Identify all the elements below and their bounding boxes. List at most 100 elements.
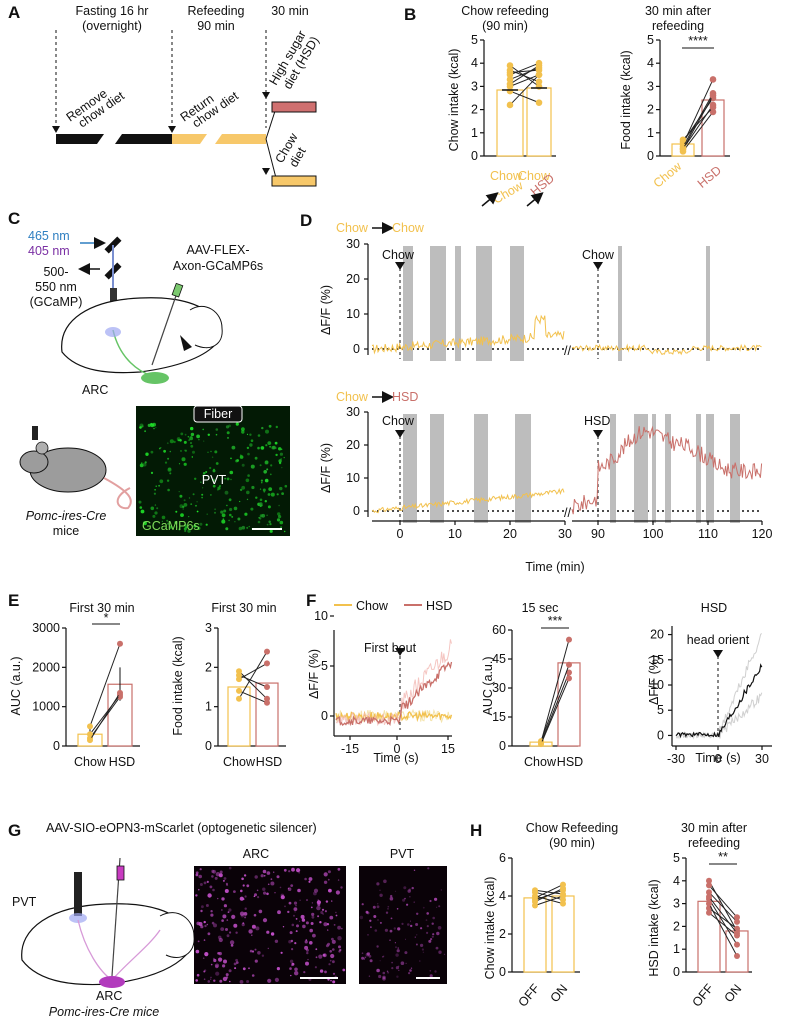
gcamp-speck xyxy=(158,484,161,487)
h-x-off: OFF xyxy=(516,981,543,1009)
micrograph-pvt xyxy=(359,866,447,984)
mscarlet-speck xyxy=(329,950,333,953)
phase-fasting-sub: (overnight) xyxy=(82,19,142,33)
pair-line xyxy=(509,74,540,87)
mscarlet-speck xyxy=(225,882,228,886)
mscarlet-speck xyxy=(266,871,271,875)
mscarlet-speck xyxy=(404,897,406,900)
b-chart1-paired-lines xyxy=(502,59,547,109)
f-title2: 15 sec xyxy=(522,601,559,615)
b-ylabel1: Chow intake (kcal) xyxy=(447,49,461,152)
gcamp-speck xyxy=(196,510,199,513)
mscarlet-speck xyxy=(341,927,343,930)
mscarlet-speck xyxy=(220,927,225,931)
gcamp-speck xyxy=(184,449,187,452)
mscarlet-speck xyxy=(311,912,315,917)
mscarlet-speck xyxy=(434,897,438,901)
axis-break: // xyxy=(564,506,571,520)
pair-line xyxy=(708,880,738,932)
mscarlet-speck xyxy=(313,888,319,893)
mscarlet-speck xyxy=(329,959,332,962)
gcamp-speck xyxy=(184,524,187,527)
mscarlet-speck xyxy=(204,924,207,928)
gcamp-speck xyxy=(269,473,272,476)
arrowhead-icon xyxy=(395,430,405,438)
c-mice: Pomc-ires-Cre xyxy=(26,509,107,523)
fiber-tip xyxy=(193,405,243,423)
mscarlet-speck xyxy=(415,923,419,926)
d-event-chow: Chow xyxy=(582,248,615,262)
e2-y-tick-label: 3 xyxy=(205,621,212,635)
mscarlet-speck xyxy=(370,926,372,928)
mscarlet-speck xyxy=(342,968,346,972)
mscarlet-speck xyxy=(324,970,327,974)
gcamp-speck xyxy=(154,489,156,491)
gcamp-speck xyxy=(250,439,254,443)
arrowhead-icon xyxy=(395,648,405,656)
syringe-icon xyxy=(116,865,125,881)
mscarlet-speck xyxy=(289,967,292,970)
mscarlet-speck xyxy=(390,917,393,920)
gcamp-speck xyxy=(210,494,212,496)
data-point xyxy=(506,69,514,76)
pair-line xyxy=(238,674,268,688)
h-title2: 30 min after xyxy=(681,821,747,835)
panel-label-a: A xyxy=(8,3,20,22)
mscarlet-speck xyxy=(318,954,323,959)
mscarlet-speck xyxy=(310,906,313,909)
b1-y-tick-label: 3 xyxy=(471,79,478,93)
gcamp-speck xyxy=(178,528,181,531)
gcamp-speck xyxy=(200,481,202,483)
gcamp-speck xyxy=(278,459,282,463)
b1-y-tick-label: 5 xyxy=(471,33,478,47)
gcamp-speck xyxy=(224,477,227,480)
gcamp-speck xyxy=(249,443,253,447)
gcamp-speck xyxy=(264,500,267,503)
mscarlet-speck xyxy=(409,969,412,972)
gcamp-speck xyxy=(239,500,241,503)
mscarlet-speck xyxy=(195,871,199,875)
mscarlet-speck xyxy=(430,938,433,941)
gcamp-speck xyxy=(174,521,178,525)
feeding-bout xyxy=(403,246,413,361)
mscarlet-speck xyxy=(256,889,259,892)
feeding-bout xyxy=(730,414,740,523)
mscarlet-speck xyxy=(374,929,378,932)
data-point xyxy=(706,900,712,907)
gcamp-speck xyxy=(152,514,156,518)
gcamp-speck xyxy=(215,428,219,431)
bar-chow-chow xyxy=(496,89,524,157)
mscarlet-speck xyxy=(385,911,389,914)
panel-f: F Chow HSD ΔF/F (%) 0 5 10 -15 0 15 First bou… xyxy=(306,591,772,769)
gcamp-speck xyxy=(245,478,250,483)
d-event-chow: Chow xyxy=(382,248,415,262)
gcamp-speck xyxy=(250,507,254,511)
mscarlet-speck xyxy=(211,875,214,878)
mscarlet-speck xyxy=(261,954,265,957)
mscarlet-speck xyxy=(365,952,370,957)
data-point xyxy=(566,675,572,682)
gcamp-speck xyxy=(189,441,193,445)
data-point xyxy=(535,99,543,106)
gcamp-speck xyxy=(202,428,204,431)
mscarlet-speck xyxy=(435,946,439,950)
mscarlet-speck xyxy=(267,883,270,886)
mscarlet-speck xyxy=(228,866,232,870)
gcamp-speck xyxy=(180,513,184,517)
mscarlet-speck xyxy=(244,907,247,910)
bar-off xyxy=(523,897,547,973)
panel-h: H Chow Refeeding (90 min) 30 min after r… xyxy=(470,821,752,1010)
gcamp-speck xyxy=(269,445,271,448)
c-arc: ARC xyxy=(82,383,108,397)
gcamp-speck xyxy=(187,529,191,533)
fiber-implant-icon xyxy=(74,872,82,916)
gcamp-speck xyxy=(268,487,273,491)
mscarlet-speck xyxy=(230,944,234,947)
mscarlet-speck xyxy=(359,915,364,920)
pair-line xyxy=(238,651,268,700)
b-chart1-title: Chow refeeding xyxy=(461,4,549,18)
gcamp-speck xyxy=(175,510,178,513)
b-ylabel2: Food intake (kcal) xyxy=(619,50,633,149)
mscarlet-speck xyxy=(219,870,223,874)
pair-line xyxy=(89,643,121,727)
